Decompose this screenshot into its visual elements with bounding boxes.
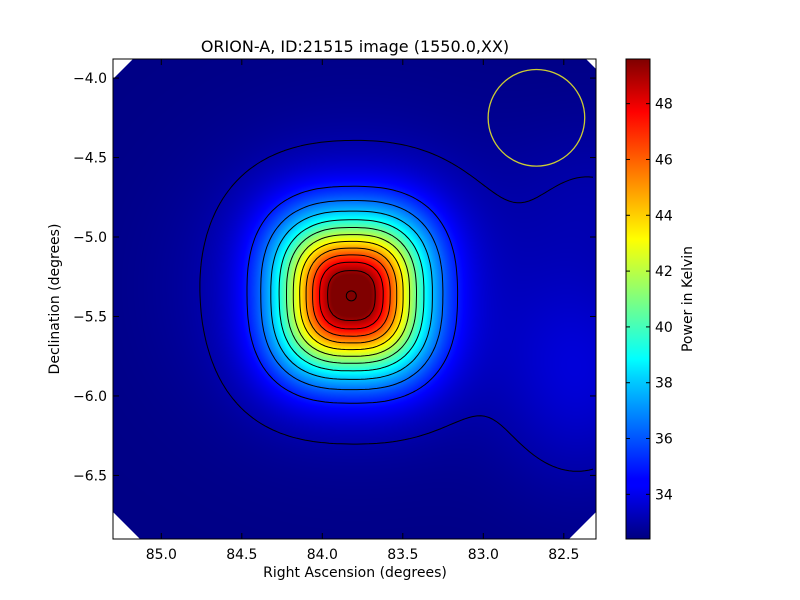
y-tick-label: −6.5 xyxy=(73,468,107,484)
contour-line xyxy=(299,240,404,351)
contour-line xyxy=(199,139,594,472)
contour-line xyxy=(312,254,391,337)
x-tick-label: 82.5 xyxy=(548,547,579,563)
contour-line xyxy=(327,270,376,321)
colorbar-tick-label: 44 xyxy=(655,208,673,224)
plot-frame xyxy=(112,58,597,540)
colorbar-label: Power in Kelvin xyxy=(680,246,696,352)
corner-mask-bottom-right xyxy=(569,512,596,539)
colorbar-tick-label: 40 xyxy=(655,320,673,336)
source-marker xyxy=(345,290,357,302)
x-tick-label: 84.0 xyxy=(307,547,338,563)
x-axis: 85.0 84.5 84.0 83.5 83.0 82.5 xyxy=(146,59,579,563)
y-axis-label: Declination (degrees) xyxy=(47,224,63,375)
contour-line xyxy=(270,210,433,380)
contour-line xyxy=(278,219,425,372)
y-tick-label: −5.5 xyxy=(73,309,107,325)
x-tick-label: 84.5 xyxy=(226,547,257,563)
contour-line xyxy=(246,185,459,404)
corner-mask-top-right xyxy=(586,59,596,69)
colorbar-gradient xyxy=(625,58,651,540)
colorbar-ticks: 34 36 38 40 42 44 46 48 xyxy=(626,97,673,503)
chart-title: ORION-A, ID:21515 image (1550.0,XX) xyxy=(201,37,509,56)
x-axis-label: Right Ascension (degrees) xyxy=(263,565,447,581)
colorbar-tick-label: 46 xyxy=(655,152,673,168)
x-tick-label: 83.0 xyxy=(468,547,499,563)
y-tick-label: −4.5 xyxy=(73,151,107,167)
beam-circle xyxy=(487,68,586,167)
colorbar-tick-label: 36 xyxy=(655,432,673,448)
contour-lines xyxy=(199,139,594,472)
contour-line xyxy=(319,261,384,330)
contour-line xyxy=(305,247,398,344)
colorbar-tick-label: 42 xyxy=(655,264,673,280)
colorbar-tick-label: 48 xyxy=(655,97,673,113)
corner-mask-bottom-left xyxy=(113,512,140,539)
contour-line xyxy=(286,227,417,364)
colorbar-tick-label: 38 xyxy=(655,376,673,392)
contour-line xyxy=(260,200,444,391)
x-tick-label: 83.5 xyxy=(387,547,418,563)
y-tick-label: −4.0 xyxy=(73,71,107,87)
y-axis: −4.0 −4.5 −5.0 −5.5 −6.0 −6.5 xyxy=(73,71,596,484)
y-tick-label: −5.0 xyxy=(73,230,107,246)
contour-line xyxy=(292,234,411,357)
heatmap xyxy=(113,59,596,539)
corner-mask-top-left xyxy=(113,59,133,79)
y-tick-label: −6.0 xyxy=(73,389,107,405)
x-tick-label: 85.0 xyxy=(146,547,177,563)
colorbar: 34 36 38 40 42 44 46 48 Power in Kelvin xyxy=(625,58,696,540)
colorbar-tick-label: 34 xyxy=(655,487,673,503)
